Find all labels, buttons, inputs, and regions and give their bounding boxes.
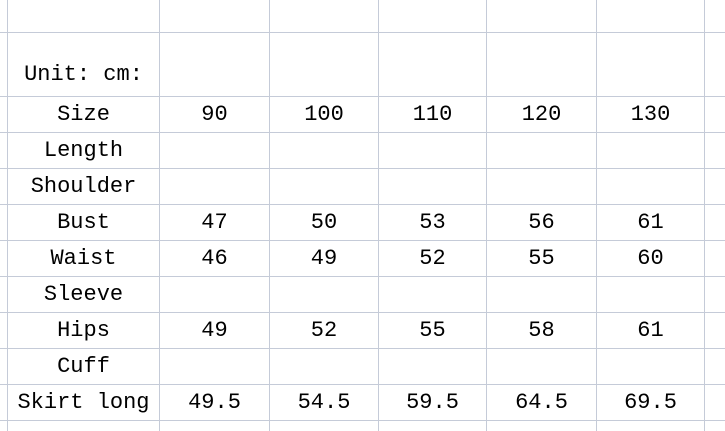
- value-cell[interactable]: 46: [160, 241, 270, 277]
- value-cell[interactable]: [379, 349, 487, 385]
- row-label-cell[interactable]: Waist: [8, 241, 160, 277]
- value-cell[interactable]: [487, 277, 597, 313]
- value-cell[interactable]: [487, 349, 597, 385]
- left-margin-cell: [0, 241, 8, 277]
- value-cell[interactable]: [597, 133, 705, 169]
- value-cell[interactable]: [270, 277, 379, 313]
- value-cell[interactable]: 49.5: [160, 385, 270, 421]
- empty-cell[interactable]: [160, 0, 270, 33]
- value-cell[interactable]: [160, 349, 270, 385]
- left-margin-cell: [0, 421, 8, 431]
- left-margin-cell: [0, 169, 8, 205]
- row-label-cell[interactable]: Cuff: [8, 349, 160, 385]
- value-cell[interactable]: [160, 169, 270, 205]
- empty-cell[interactable]: [270, 33, 379, 97]
- value-cell[interactable]: [597, 277, 705, 313]
- unit-label-cell[interactable]: Unit: cm:: [8, 33, 160, 97]
- left-margin-cell: [0, 205, 8, 241]
- left-margin-cell: [0, 385, 8, 421]
- empty-cell[interactable]: [8, 421, 160, 431]
- row-label-cell[interactable]: Size: [8, 97, 160, 133]
- row-label-cell[interactable]: Hips: [8, 313, 160, 349]
- empty-cell[interactable]: [270, 0, 379, 33]
- right-edge-cell: [705, 385, 725, 421]
- right-edge-cell: [705, 313, 725, 349]
- empty-cell[interactable]: [379, 421, 487, 431]
- value-cell[interactable]: 60: [597, 241, 705, 277]
- value-cell[interactable]: [160, 133, 270, 169]
- right-edge-cell: [705, 205, 725, 241]
- value-cell[interactable]: 61: [597, 205, 705, 241]
- value-cell[interactable]: [487, 133, 597, 169]
- value-cell[interactable]: [597, 169, 705, 205]
- value-cell[interactable]: [270, 133, 379, 169]
- empty-cell[interactable]: [487, 0, 597, 33]
- value-cell[interactable]: [270, 169, 379, 205]
- right-edge-cell: [705, 33, 725, 97]
- value-cell[interactable]: 55: [487, 241, 597, 277]
- value-cell[interactable]: 50: [270, 205, 379, 241]
- empty-cell[interactable]: [8, 0, 160, 33]
- value-cell[interactable]: 100: [270, 97, 379, 133]
- value-cell[interactable]: 47: [160, 205, 270, 241]
- value-cell[interactable]: [597, 349, 705, 385]
- empty-cell[interactable]: [597, 0, 705, 33]
- value-cell[interactable]: 52: [270, 313, 379, 349]
- empty-cell[interactable]: [597, 421, 705, 431]
- left-margin-cell: [0, 97, 8, 133]
- right-edge-cell: [705, 241, 725, 277]
- right-edge-cell: [705, 97, 725, 133]
- value-cell[interactable]: 120: [487, 97, 597, 133]
- value-cell[interactable]: 61: [597, 313, 705, 349]
- left-margin-cell: [0, 349, 8, 385]
- row-label-cell[interactable]: Bust: [8, 205, 160, 241]
- value-cell[interactable]: [379, 133, 487, 169]
- empty-cell[interactable]: [597, 33, 705, 97]
- value-cell[interactable]: [379, 169, 487, 205]
- right-edge-cell: [705, 421, 725, 431]
- value-cell[interactable]: 69.5: [597, 385, 705, 421]
- right-edge-cell: [705, 277, 725, 313]
- right-edge-cell: [705, 0, 725, 33]
- row-label-cell[interactable]: Sleeve: [8, 277, 160, 313]
- empty-cell[interactable]: [270, 421, 379, 431]
- value-cell[interactable]: 58: [487, 313, 597, 349]
- right-edge-cell: [705, 169, 725, 205]
- left-margin-cell: [0, 313, 8, 349]
- row-label-cell[interactable]: Length: [8, 133, 160, 169]
- empty-cell[interactable]: [160, 421, 270, 431]
- value-cell[interactable]: [487, 169, 597, 205]
- empty-cell[interactable]: [379, 33, 487, 97]
- row-label-cell[interactable]: Skirt long: [8, 385, 160, 421]
- value-cell[interactable]: 110: [379, 97, 487, 133]
- value-cell[interactable]: 59.5: [379, 385, 487, 421]
- left-margin-cell: [0, 0, 8, 33]
- right-edge-cell: [705, 133, 725, 169]
- row-label-cell[interactable]: Shoulder: [8, 169, 160, 205]
- value-cell[interactable]: 130: [597, 97, 705, 133]
- value-cell[interactable]: 55: [379, 313, 487, 349]
- value-cell[interactable]: 56: [487, 205, 597, 241]
- value-cell[interactable]: 49: [160, 313, 270, 349]
- value-cell[interactable]: 54.5: [270, 385, 379, 421]
- left-margin-cell: [0, 133, 8, 169]
- value-cell[interactable]: 52: [379, 241, 487, 277]
- left-margin-cell: [0, 33, 8, 97]
- value-cell[interactable]: 64.5: [487, 385, 597, 421]
- value-cell[interactable]: [160, 277, 270, 313]
- value-cell[interactable]: [270, 349, 379, 385]
- left-margin-cell: [0, 277, 8, 313]
- value-cell[interactable]: 53: [379, 205, 487, 241]
- right-edge-cell: [705, 349, 725, 385]
- value-cell[interactable]: [379, 277, 487, 313]
- value-cell[interactable]: 49: [270, 241, 379, 277]
- value-cell[interactable]: 90: [160, 97, 270, 133]
- empty-cell[interactable]: [160, 33, 270, 97]
- empty-cell[interactable]: [487, 33, 597, 97]
- empty-cell[interactable]: [487, 421, 597, 431]
- empty-cell[interactable]: [379, 0, 487, 33]
